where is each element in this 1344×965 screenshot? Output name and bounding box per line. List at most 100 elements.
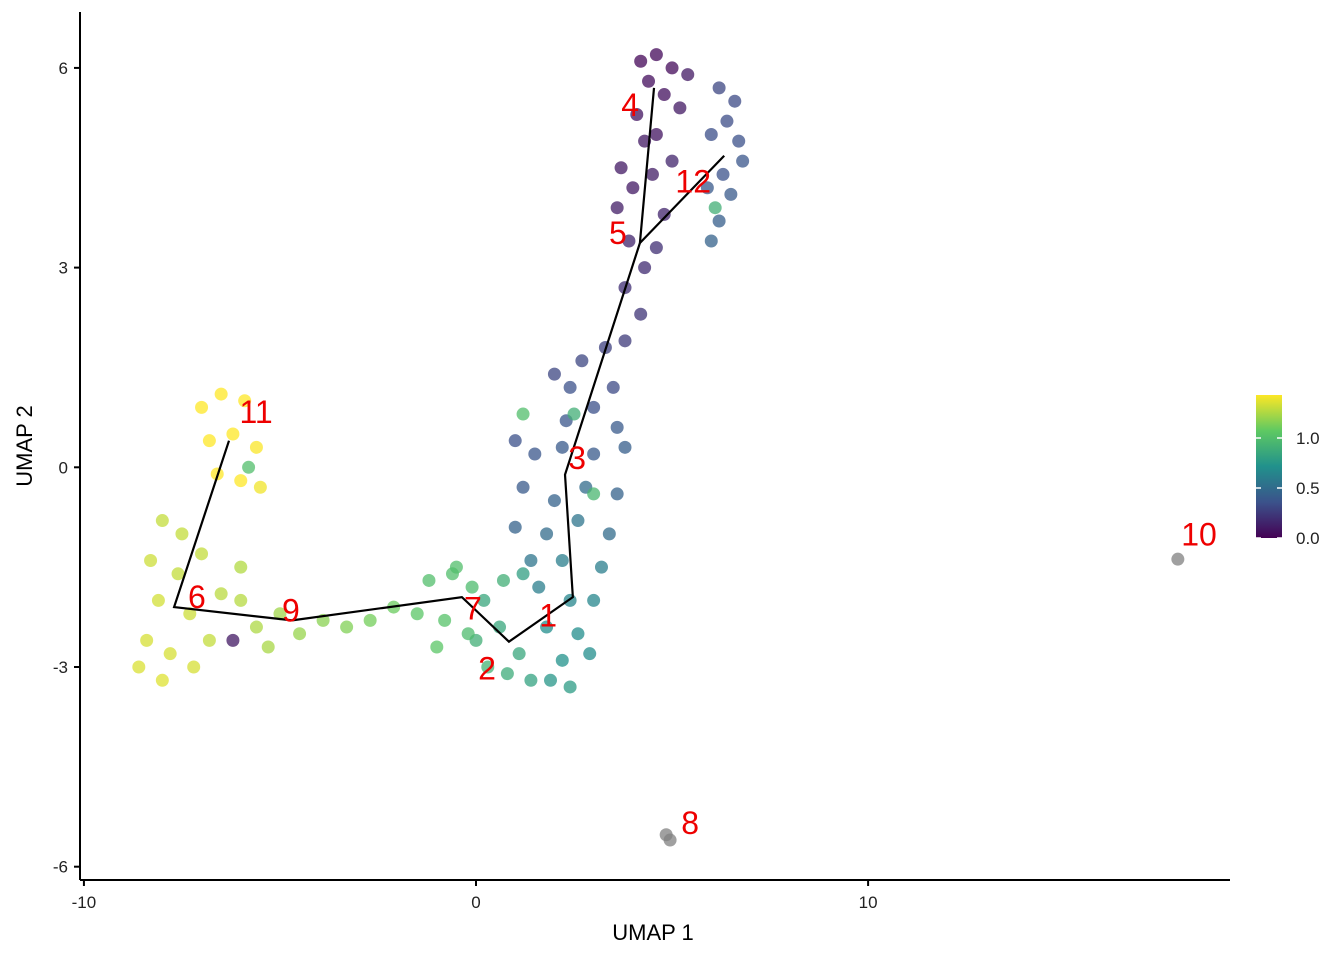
point [657, 207, 671, 221]
trajectory [172, 87, 725, 644]
point [508, 434, 522, 448]
point [638, 261, 652, 275]
point [477, 593, 491, 607]
point [587, 593, 601, 607]
point [704, 234, 718, 248]
point [642, 74, 656, 88]
point [253, 480, 267, 494]
point [665, 154, 679, 168]
point [524, 553, 538, 567]
point [226, 633, 240, 647]
point [587, 487, 601, 501]
point [449, 560, 463, 574]
cluster-label: 12 [675, 164, 711, 200]
x-tick-label: -10 [72, 893, 97, 912]
point [261, 640, 275, 654]
y-tick-label: 3 [59, 259, 68, 278]
point [363, 613, 377, 627]
x-tick-label: 0 [471, 893, 480, 912]
point [410, 607, 424, 621]
cluster-label: 3 [568, 440, 586, 476]
point [645, 167, 659, 181]
point [583, 647, 597, 661]
point [728, 94, 742, 108]
point [732, 134, 746, 148]
point [704, 127, 718, 141]
point [673, 101, 687, 115]
point [587, 400, 601, 414]
point [273, 607, 287, 621]
point [630, 108, 644, 122]
trajectory-line [172, 87, 656, 644]
point [563, 593, 577, 607]
point [540, 527, 554, 541]
point [712, 214, 726, 228]
colorbar [1256, 395, 1282, 538]
point [163, 647, 177, 661]
point [422, 573, 436, 587]
point [187, 660, 201, 674]
point [708, 201, 722, 215]
point [657, 88, 671, 102]
point [594, 560, 608, 574]
point [1171, 552, 1185, 566]
point [496, 573, 510, 587]
cluster-label: 10 [1181, 517, 1217, 553]
point [618, 440, 632, 454]
point [587, 447, 601, 461]
x-tick-label: 10 [859, 893, 878, 912]
point [555, 553, 569, 567]
point [720, 114, 734, 128]
cluster-label: 9 [282, 592, 300, 628]
point [144, 553, 158, 567]
point [555, 440, 569, 454]
point [712, 81, 726, 95]
point [528, 447, 542, 461]
point [571, 627, 585, 641]
point [563, 380, 577, 394]
colorbar-tick-label: 0.0 [1296, 529, 1320, 548]
point [575, 354, 589, 368]
point [175, 527, 189, 541]
point [540, 620, 554, 634]
y-tick-label: -3 [53, 658, 68, 677]
point [716, 167, 730, 181]
point [610, 487, 624, 501]
point [736, 154, 750, 168]
colorbar-tick-label: 0.5 [1296, 479, 1320, 498]
cluster-label: 2 [478, 650, 496, 686]
point [563, 680, 577, 694]
point [618, 334, 632, 348]
y-tick-label: -6 [53, 858, 68, 877]
x-axis-title: UMAP 1 [612, 920, 694, 945]
point [430, 640, 444, 654]
point [544, 673, 558, 687]
y-tick-label: 6 [59, 59, 68, 78]
point [614, 161, 628, 175]
point [202, 434, 216, 448]
point [465, 580, 479, 594]
point [151, 593, 165, 607]
point [626, 181, 640, 195]
point [183, 607, 197, 621]
point [234, 560, 248, 574]
point [249, 440, 263, 454]
point [512, 647, 526, 661]
point [516, 480, 530, 494]
point [610, 201, 624, 215]
points [132, 48, 1185, 847]
point [610, 420, 624, 434]
point [234, 593, 248, 607]
y-axis-title: UMAP 2 [12, 405, 37, 487]
point [663, 833, 677, 847]
point [649, 48, 663, 62]
point [140, 633, 154, 647]
point [516, 407, 530, 421]
colorbar-tick-label: 1.0 [1296, 429, 1320, 448]
point [567, 407, 581, 421]
point [202, 633, 216, 647]
point [500, 667, 514, 681]
